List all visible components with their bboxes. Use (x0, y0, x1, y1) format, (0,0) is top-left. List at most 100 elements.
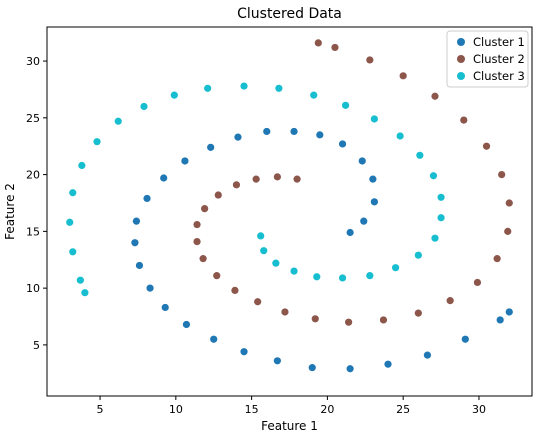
data-point (399, 72, 407, 80)
data-point (210, 335, 218, 343)
data-point (76, 276, 84, 284)
data-point (505, 308, 513, 316)
y-tick-label: 5 (33, 339, 40, 352)
data-points (66, 39, 513, 373)
x-tick-label: 10 (169, 403, 183, 416)
data-point (414, 251, 422, 259)
legend-box (446, 30, 529, 88)
data-point (252, 175, 260, 183)
data-point (314, 39, 322, 47)
data-point (240, 82, 248, 90)
data-point (308, 364, 316, 372)
y-tick-label: 15 (26, 225, 40, 238)
x-tick-label: 25 (396, 403, 410, 416)
legend-label: Cluster 1 (473, 35, 525, 49)
data-point (260, 247, 268, 255)
data-point (275, 84, 283, 92)
data-point (207, 143, 215, 151)
legend-marker (457, 72, 465, 80)
data-point (293, 175, 301, 183)
data-point (182, 320, 191, 329)
data-point (114, 117, 122, 125)
data-point (69, 189, 77, 197)
legend-label: Cluster 3 (473, 69, 525, 83)
data-point (423, 351, 432, 359)
data-point (313, 273, 321, 281)
data-point (143, 194, 151, 203)
data-point (379, 316, 388, 324)
data-point (360, 217, 368, 225)
data-point (345, 318, 353, 326)
data-point (214, 191, 222, 199)
y-tick-label: 20 (26, 169, 40, 182)
data-point (414, 309, 422, 317)
x-tick-label: 30 (472, 403, 486, 416)
data-point (132, 217, 141, 225)
data-point (170, 91, 178, 99)
data-point (273, 173, 281, 181)
data-point (254, 298, 262, 306)
data-point (263, 127, 271, 136)
data-point (160, 174, 168, 182)
series-3 (66, 82, 445, 297)
series-2 (193, 39, 513, 326)
data-point (240, 348, 248, 356)
legend-item: Cluster 1 (457, 35, 525, 49)
data-point (78, 161, 86, 170)
data-point (366, 56, 374, 64)
data-point (66, 218, 74, 226)
y-tick-label: 10 (26, 282, 40, 295)
data-point (193, 237, 201, 246)
data-point (498, 171, 506, 179)
legend: Cluster 1 Cluster 2 Cluster 3 (446, 30, 529, 88)
data-point (346, 228, 354, 237)
data-point (290, 127, 298, 136)
x-tick-label: 20 (320, 403, 334, 416)
y-tick-label: 25 (26, 112, 40, 125)
data-point (131, 239, 139, 247)
data-point (281, 308, 289, 316)
data-point (135, 261, 144, 270)
legend-label: Cluster 2 (473, 52, 525, 66)
data-point (213, 272, 221, 280)
y-axis-label: Feature 2 (3, 183, 17, 240)
data-point (69, 248, 77, 256)
x-tick-label: 15 (245, 403, 259, 416)
data-point (181, 157, 189, 165)
y-tick-label: 30 (26, 55, 40, 68)
data-point (493, 255, 501, 263)
data-point (496, 316, 504, 324)
data-point (482, 142, 491, 150)
data-point (431, 92, 439, 100)
data-point (310, 91, 318, 99)
data-point (331, 43, 339, 52)
plot-area: 5 10 15 20 25 30 5 10 15 20 25 30 (26, 26, 533, 416)
data-point (161, 303, 169, 312)
data-point (199, 255, 207, 263)
data-point (358, 157, 366, 165)
data-point (391, 264, 400, 272)
data-point (338, 274, 347, 282)
legend-marker (457, 55, 465, 63)
x-tick-label: 5 (97, 403, 104, 416)
data-point (461, 335, 469, 343)
data-point (384, 360, 392, 368)
data-point (431, 234, 439, 242)
data-point (81, 289, 89, 297)
plot-frame (46, 26, 533, 397)
data-point (416, 151, 424, 159)
data-point (231, 286, 239, 295)
legend-item: Cluster 3 (457, 69, 525, 83)
data-point (204, 84, 212, 92)
data-point (504, 227, 512, 235)
data-point (234, 133, 242, 141)
data-point (272, 259, 280, 267)
series-1 (131, 127, 513, 373)
data-point (370, 115, 378, 123)
chart-title: Clustered Data (237, 6, 342, 22)
data-point (460, 116, 468, 124)
data-point (370, 198, 378, 206)
data-point (257, 232, 265, 240)
data-point (316, 131, 324, 139)
data-point (369, 175, 377, 183)
